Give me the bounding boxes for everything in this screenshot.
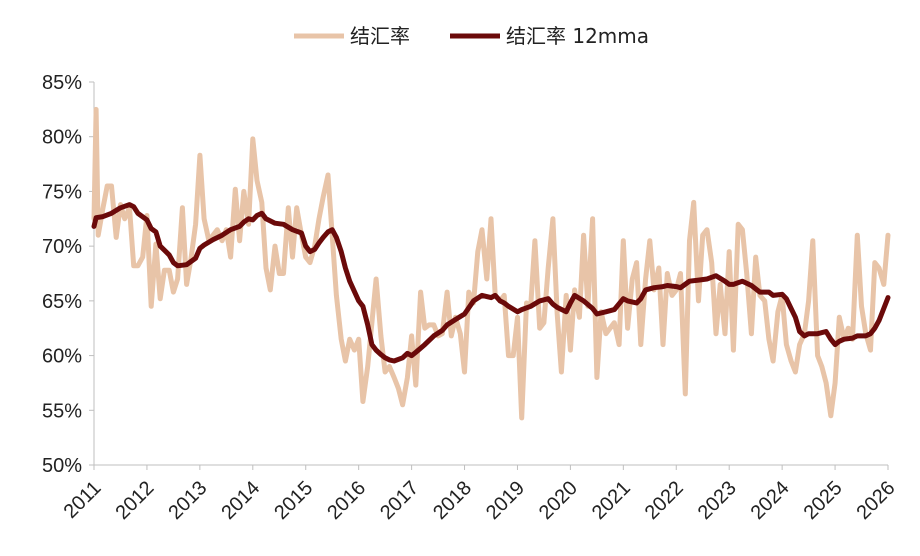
y-tick-label: 85% (42, 72, 82, 94)
x-axis: 2011 2012 2013 2014 2015 2016 2017 2018 2019 2020… (60, 464, 900, 524)
x-tick-label: 2023 (694, 477, 741, 524)
y-tick-label: 60% (42, 346, 82, 368)
series-line-2 (91, 202, 891, 364)
y-tick-label: 75% (42, 181, 82, 203)
x-tick-label: 2019 (482, 477, 529, 524)
x-tick-label: 2021 (588, 477, 635, 524)
x-tick-label: 2026 (853, 477, 900, 524)
x-tick-label: 2025 (800, 477, 847, 524)
legend: 结汇率 结汇率 12mma (294, 24, 649, 48)
x-tick-label: 2017 (376, 477, 423, 524)
x-tick-label: 2011 (60, 477, 106, 523)
y-tick-label: 50% (42, 455, 82, 477)
legend-label-series-1: 结汇率 (350, 24, 410, 48)
y-axis: 50% 55% 60% 65% 70% 75% 80% 85% (42, 72, 95, 477)
y-tick-label: 70% (42, 236, 82, 258)
legend-label-series-2: 结汇率 12mma (506, 24, 649, 48)
x-tick-label: 2013 (164, 477, 211, 524)
x-tick-label: 2015 (270, 477, 317, 524)
x-tick-label: 2024 (747, 477, 794, 524)
y-tick-label: 65% (42, 291, 82, 313)
x-tick-label: 2014 (217, 477, 264, 524)
y-tick-label: 80% (42, 127, 82, 149)
x-tick-label: 2022 (641, 477, 688, 524)
series-line-1 (91, 106, 891, 421)
plot-area (91, 106, 891, 421)
x-tick-label: 2018 (429, 477, 476, 524)
x-tick-label: 2020 (535, 477, 582, 524)
x-tick-label: 2016 (323, 477, 370, 524)
x-tick-label: 2012 (111, 477, 158, 524)
y-tick-label: 55% (42, 400, 82, 422)
